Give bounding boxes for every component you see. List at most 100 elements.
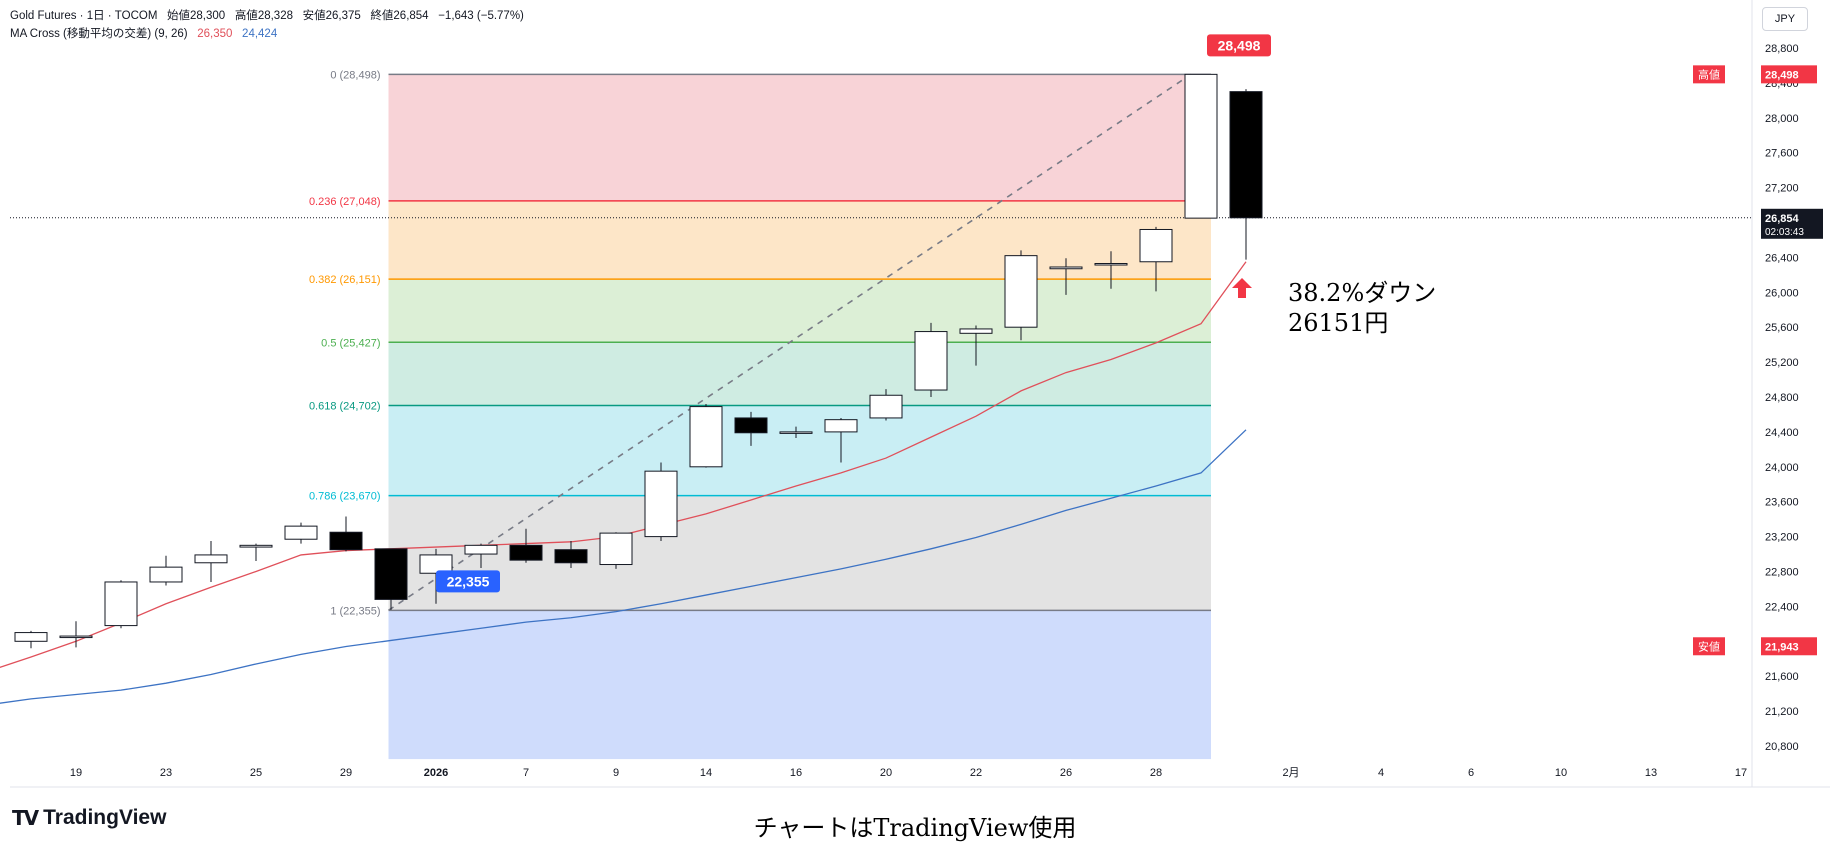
- x-tick-label: 23: [160, 767, 172, 779]
- candle-body[interactable]: [1139, 228, 1173, 263]
- candle-body[interactable]: [1094, 263, 1128, 266]
- x-tick-label: 2月: [1282, 767, 1299, 779]
- x-tick-label: 9: [613, 767, 619, 779]
- candle-body[interactable]: [779, 431, 813, 434]
- x-tick-label: 14: [700, 767, 712, 779]
- tv-mark-icon: TV: [12, 806, 39, 830]
- open-value: 28,300: [190, 10, 226, 22]
- y-tick-label: 28,800: [1765, 43, 1799, 55]
- price-scale-badge-bg: [1761, 637, 1817, 656]
- candle-body[interactable]: [239, 544, 273, 548]
- price-tag-bg: [1693, 637, 1725, 656]
- x-tick-label: 28: [1150, 767, 1162, 779]
- y-tick-label: 23,600: [1765, 497, 1799, 509]
- candle-body[interactable]: [509, 544, 543, 561]
- x-tick-label: 7: [523, 767, 529, 779]
- x-tick-label: 22: [970, 767, 982, 779]
- fib-trend-line: [388, 73, 1192, 611]
- y-tick-label: 20,800: [1765, 741, 1799, 753]
- candle-body[interactable]: [689, 406, 723, 468]
- price-scale-badge-bg: [1761, 65, 1817, 84]
- x-tick-label: 17: [1735, 767, 1747, 779]
- annotation-line2: 26151円: [1288, 309, 1389, 337]
- low-label: 安値: [302, 10, 326, 22]
- candle-body[interactable]: [554, 549, 588, 564]
- price-tag-label: 安値: [1698, 639, 1720, 653]
- candle-body[interactable]: [1184, 73, 1218, 219]
- symbol-legend[interactable]: Gold Futures · 1日 · TOCOM 始値28,300 高値28,…: [10, 7, 524, 23]
- y-tick-label: 25,600: [1765, 322, 1799, 334]
- up-arrow-icon: [1232, 278, 1252, 298]
- fib-high-badge: 28,498: [1218, 37, 1261, 53]
- candle-body[interactable]: [644, 470, 678, 538]
- fib-level-label-2: 0.382 (26,151): [309, 274, 381, 286]
- fib-high-badge-bg: [1207, 34, 1271, 57]
- fib-level-label-6: 1 (22,355): [330, 605, 380, 617]
- x-tick-label: 25: [250, 767, 262, 779]
- brand-name: TradingView: [43, 806, 167, 829]
- candle-body[interactable]: [149, 566, 183, 583]
- x-tick-label: 13: [1645, 767, 1657, 779]
- candle-body[interactable]: [869, 394, 903, 419]
- y-tick-label: 26,400: [1765, 252, 1799, 264]
- candle-body[interactable]: [914, 331, 948, 391]
- candle-body[interactable]: [1049, 266, 1083, 270]
- fib-zone-extension: [388, 610, 1211, 760]
- candle-body[interactable]: [464, 544, 498, 555]
- low-value: 26,375: [325, 10, 361, 22]
- fib-level-label-0: 0 (28,498): [330, 69, 380, 81]
- price-scale-badge-value: 28,498: [1765, 69, 1799, 81]
- x-tick-label: 6: [1468, 767, 1474, 779]
- fib-zone-1: [388, 200, 1211, 280]
- ma-slow-value: 24,424: [242, 28, 278, 40]
- price-tag-label: 高値: [1698, 67, 1720, 81]
- close-value: 26,854: [393, 10, 429, 22]
- fib-level-label-5: 0.786 (23,670): [309, 491, 381, 503]
- candle-body[interactable]: [194, 554, 228, 564]
- y-tick-label: 26,000: [1765, 287, 1799, 299]
- change-value: −1,643 (−5.77%): [438, 10, 524, 22]
- y-tick-label: 23,200: [1765, 532, 1799, 544]
- last-price-badge-bg: [1761, 208, 1823, 239]
- candle-body[interactable]: [374, 548, 408, 600]
- x-tick-label: 4: [1378, 767, 1384, 779]
- tradingview-logo[interactable]: TV TradingView: [12, 806, 166, 830]
- fib-zone-4: [388, 405, 1211, 496]
- candle-body[interactable]: [104, 581, 138, 627]
- y-tick-label: 24,800: [1765, 392, 1799, 404]
- candle-body[interactable]: [734, 417, 768, 434]
- fib-level-label-1: 0.236 (27,048): [309, 196, 381, 208]
- symbol-line: Gold Futures · 1日 · TOCOM: [10, 10, 158, 22]
- x-tick-label: 19: [70, 767, 82, 779]
- ma-slow-line: [0, 429, 1247, 704]
- fib-zone-0: [388, 74, 1211, 201]
- currency-selector[interactable]: JPY: [1762, 7, 1808, 31]
- candle-body[interactable]: [14, 632, 48, 642]
- y-tick-label: 22,800: [1765, 567, 1799, 579]
- currency-label: JPY: [1774, 13, 1796, 25]
- x-tick-label: 16: [790, 767, 802, 779]
- price-scale-badge-value: 21,943: [1765, 641, 1799, 653]
- x-tick-label: 2026: [424, 767, 448, 779]
- price-tag-bg: [1693, 65, 1725, 84]
- high-value: 28,328: [257, 10, 293, 22]
- candle-body[interactable]: [284, 525, 318, 540]
- candle-body[interactable]: [1004, 255, 1038, 328]
- y-tick-label: 24,400: [1765, 427, 1799, 439]
- y-tick-label: 21,600: [1765, 671, 1799, 683]
- annotation-text: 38.2%ダウン 26151円: [1288, 278, 1436, 338]
- candle-body[interactable]: [419, 554, 453, 574]
- y-tick-label: 24,000: [1765, 462, 1799, 474]
- indicator-legend[interactable]: MA Cross (移動平均の交差) (9, 26) 26,350 24,424: [10, 25, 277, 41]
- y-tick-label: 22,400: [1765, 601, 1799, 613]
- candle-body[interactable]: [1229, 91, 1263, 219]
- candle-body[interactable]: [824, 419, 858, 433]
- fib-low-badge-bg: [436, 570, 500, 593]
- candle-body[interactable]: [599, 532, 633, 566]
- x-tick-label: 26: [1060, 767, 1072, 779]
- candle-body[interactable]: [59, 635, 93, 639]
- candle-body[interactable]: [329, 531, 363, 551]
- candle-body[interactable]: [959, 328, 993, 334]
- y-tick-label: 25,200: [1765, 357, 1799, 369]
